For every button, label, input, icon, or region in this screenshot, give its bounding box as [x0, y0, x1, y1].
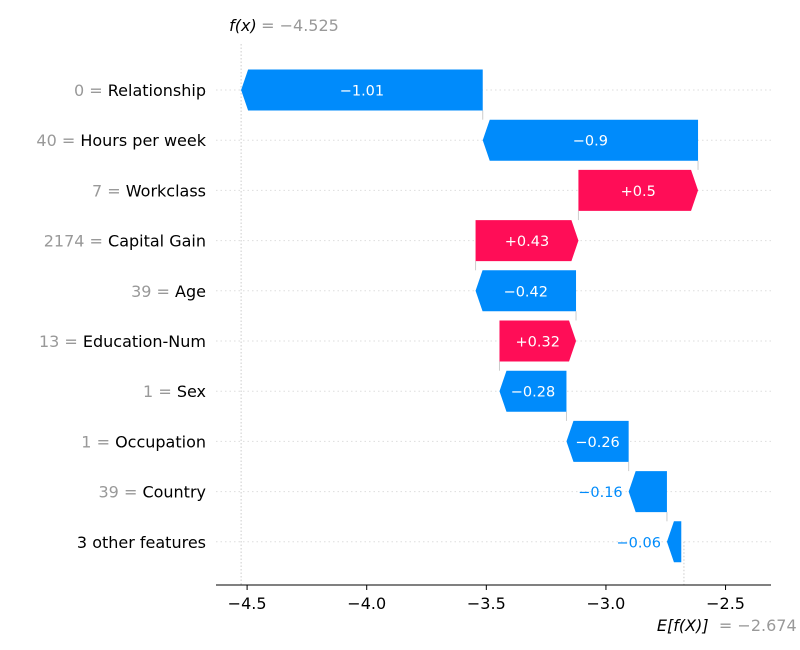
- feature-label: 1 = Sex: [143, 382, 206, 401]
- feature-label: 0 = Relationship: [74, 81, 206, 100]
- bar-value-label: +0.43: [505, 234, 549, 250]
- bar-value-label: −0.16: [578, 485, 622, 501]
- bar-positive: [578, 169, 699, 211]
- bar-positive: [475, 220, 579, 262]
- bar-negative: [628, 471, 667, 513]
- feature-name: Hours per week: [80, 131, 206, 150]
- bar-value-label: −0.26: [575, 435, 619, 451]
- feature-value: 0 =: [74, 81, 108, 100]
- feature-name: Occupation: [115, 432, 206, 451]
- feature-name: Sex: [177, 382, 206, 401]
- x-axis: −4.5 −4.0 −3.5 −3.0 −2.5: [216, 584, 771, 613]
- x-tick-label: −4.5: [228, 594, 267, 613]
- fx-annotation: f(x) = −4.525: [229, 16, 339, 35]
- feature-name: Education-Num: [83, 332, 206, 351]
- feature-label: 39 = Age: [131, 282, 206, 301]
- bar-negative: [241, 69, 483, 111]
- feature-value: 2174 =: [44, 232, 108, 251]
- feature-label: 7 = Workclass: [92, 181, 206, 200]
- fx-label: f(x): [229, 16, 257, 35]
- bar-value-label: −0.06: [617, 535, 661, 551]
- bar-value-label: −0.9: [573, 134, 608, 150]
- bar-value-label: −0.42: [504, 284, 548, 300]
- feature-label: 13 = Education-Num: [39, 332, 206, 351]
- bars: −1.01 −0.9 +0.5 +0.43 −0.42 +0.32 −0.28 −0.26 −0…: [241, 69, 699, 563]
- feature-value: 13 =: [39, 332, 83, 351]
- feature-value: 1 =: [81, 432, 115, 451]
- feature-name: Workclass: [126, 181, 206, 200]
- bar-negative: [666, 521, 682, 563]
- bar-value-label: −0.28: [511, 385, 555, 401]
- row-labels: 0 = Relationship 40 = Hours per week 7 = W…: [36, 81, 206, 552]
- feature-label: 2174 = Capital Gain: [44, 232, 206, 251]
- feature-name: Relationship: [108, 81, 206, 100]
- base-value-label: E[f(X)]: [657, 616, 709, 635]
- feature-name: 3 other features: [77, 533, 206, 552]
- x-tick-label: −4.0: [347, 594, 386, 613]
- bar-value-label: +0.5: [621, 184, 656, 200]
- bar-negative: [475, 270, 577, 312]
- feature-name: Age: [175, 282, 206, 301]
- feature-label: 39 = Country: [99, 483, 207, 502]
- feature-label: 3 other features: [77, 533, 206, 552]
- x-tick-label: −3.5: [467, 594, 506, 613]
- base-value-value: = −2.674: [719, 616, 797, 635]
- feature-value: 40 =: [36, 131, 80, 150]
- bar-negative: [566, 420, 629, 462]
- x-tick-label: −3.0: [587, 594, 626, 613]
- bar-negative: [499, 370, 567, 412]
- bar-value-label: −1.01: [340, 84, 384, 100]
- feature-label: 40 = Hours per week: [36, 131, 206, 150]
- bar-value-label: +0.32: [516, 335, 560, 351]
- feature-label: 1 = Occupation: [81, 432, 206, 451]
- feature-value: 1 =: [143, 382, 177, 401]
- fx-value: = −4.525: [261, 16, 339, 35]
- bar-positive: [499, 320, 577, 362]
- base-value-annotation: E[f(X)] = −2.674: [657, 616, 797, 635]
- feature-value: 39 =: [131, 282, 175, 301]
- reference-lines: [240, 44, 699, 585]
- feature-value: 7 =: [92, 181, 126, 200]
- feature-name: Country: [142, 483, 206, 502]
- x-tick-label: −2.5: [706, 594, 745, 613]
- feature-value: 39 =: [99, 483, 143, 502]
- feature-name: Capital Gain: [108, 232, 206, 251]
- bar-negative: [482, 119, 699, 161]
